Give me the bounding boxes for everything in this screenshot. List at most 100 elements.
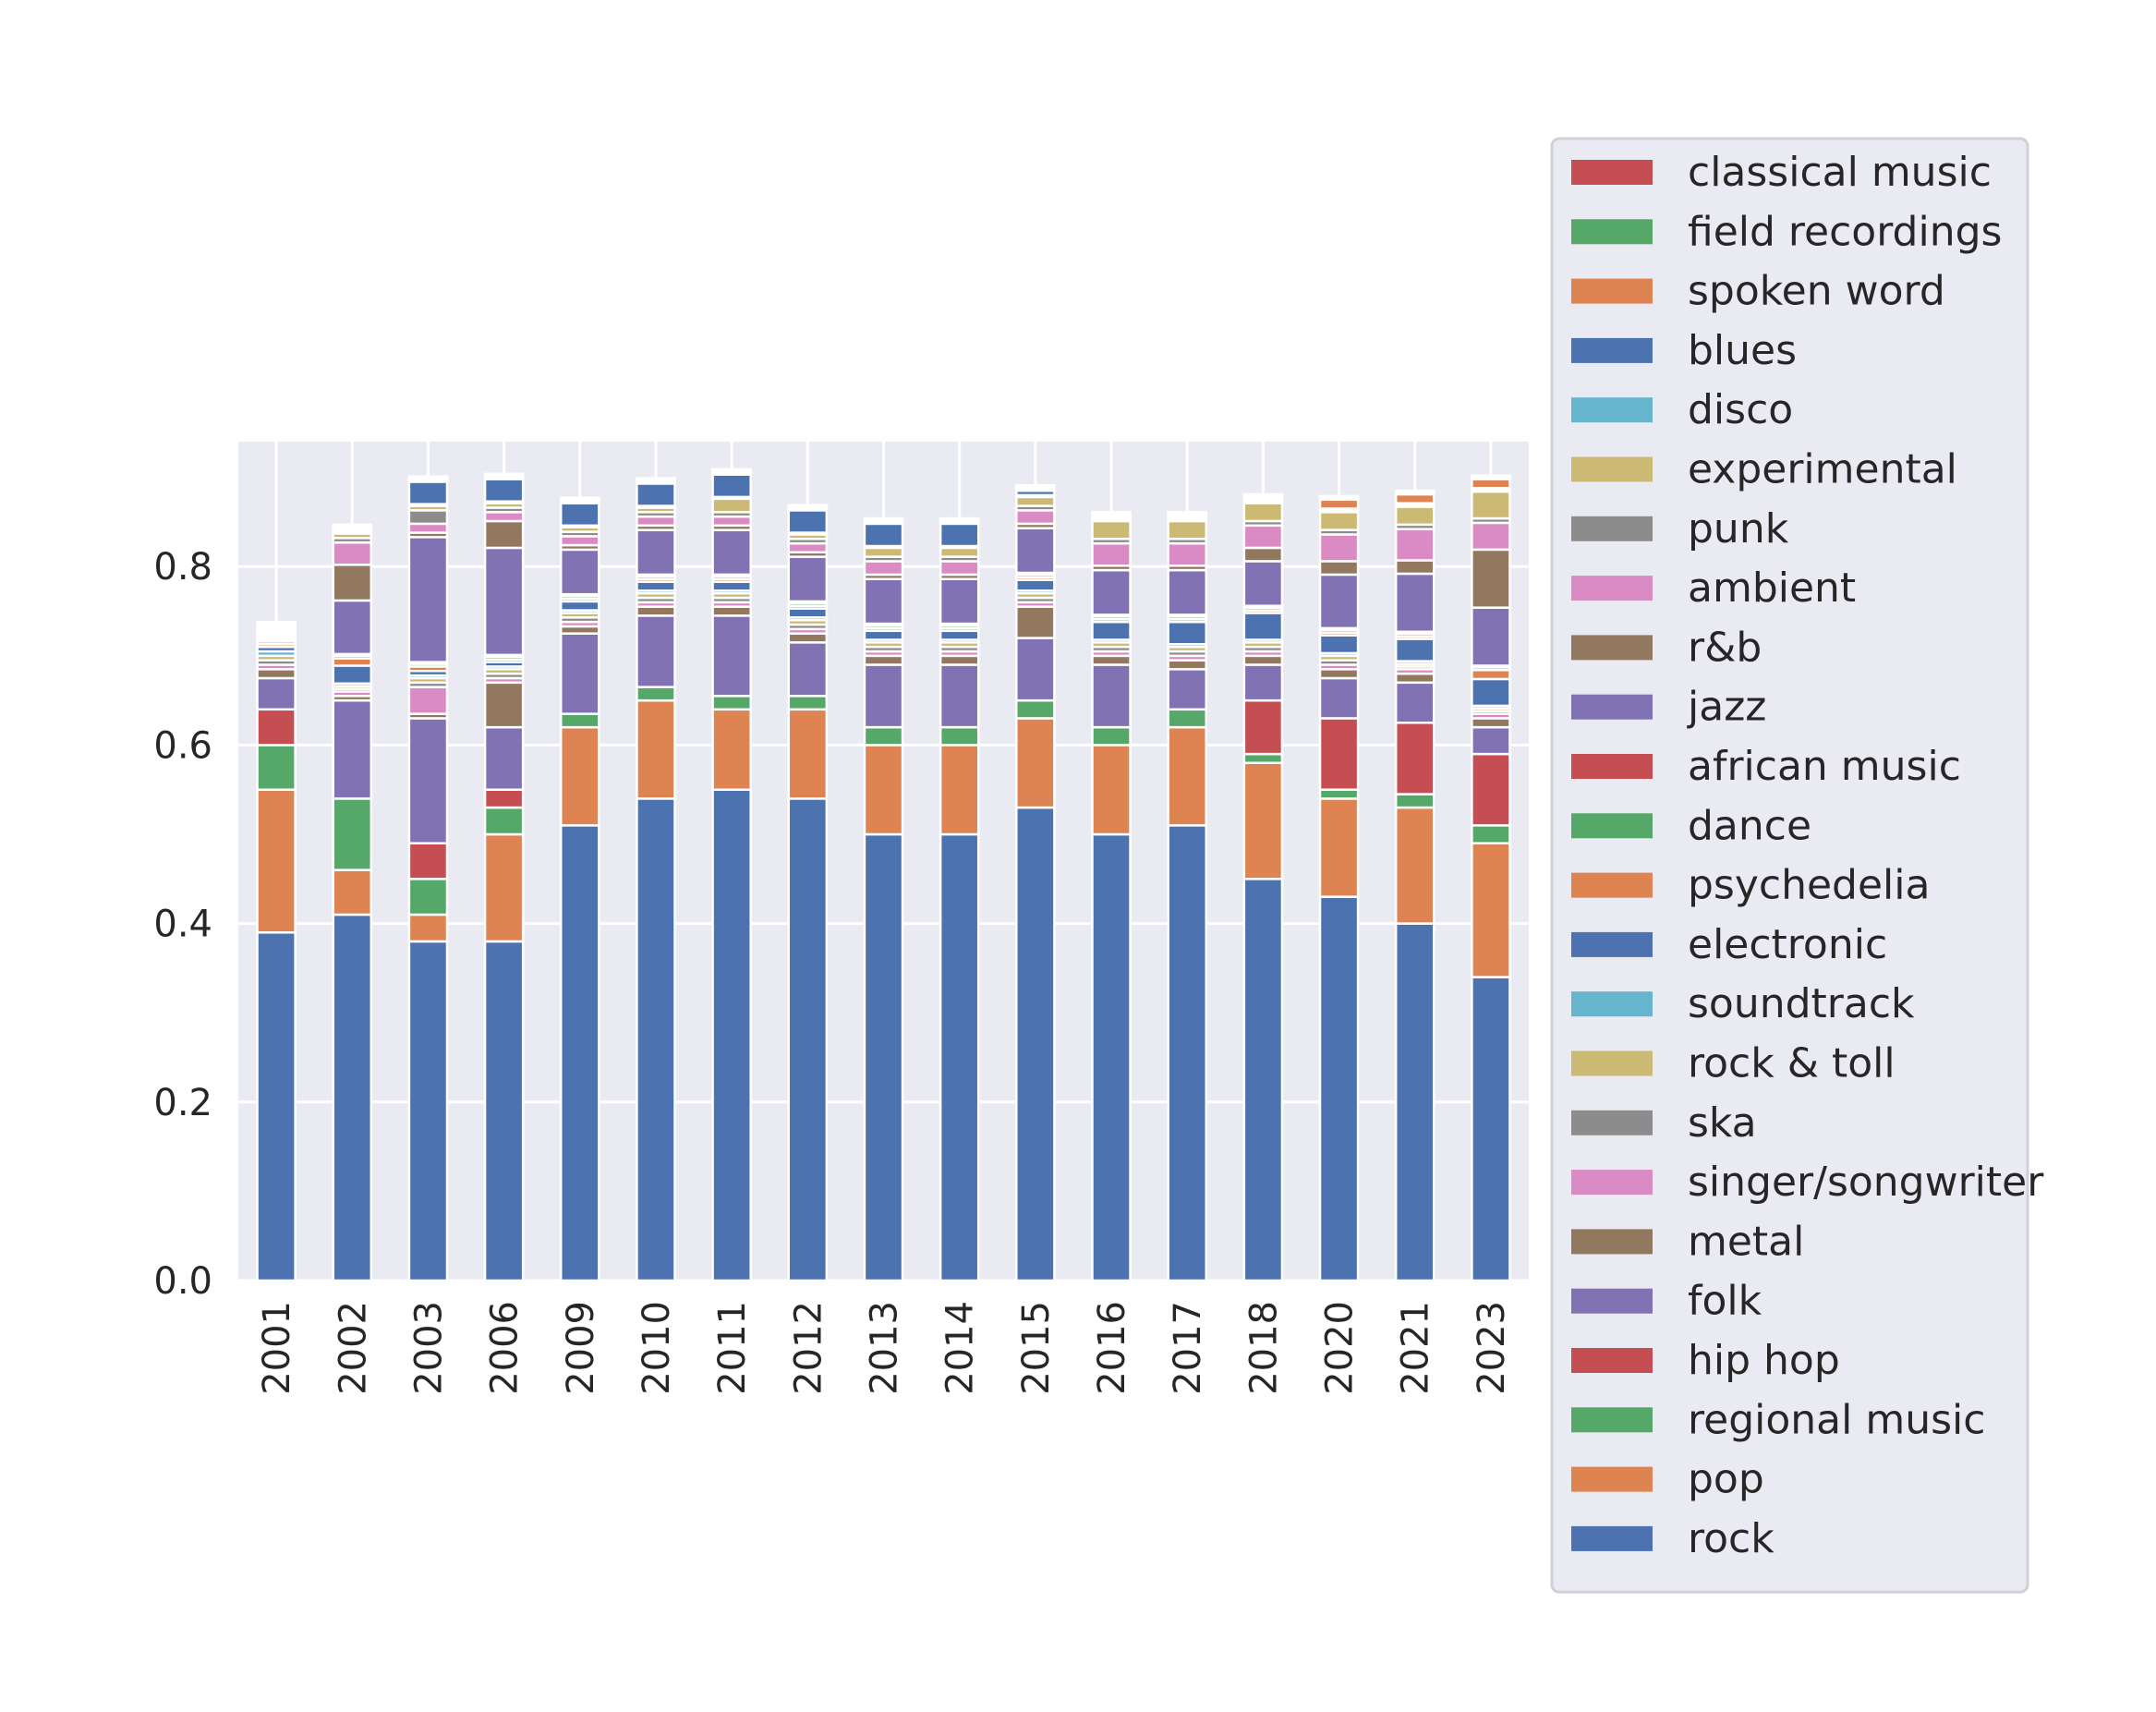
bar-segment [636,797,676,1282]
x-tick-label: 2002 [332,1301,374,1395]
bar-segment [1091,541,1132,567]
legend-swatch [1571,516,1653,541]
bar-segment [483,472,525,477]
bar-segment [1318,560,1360,577]
x-tick-label: 2020 [1319,1301,1362,1395]
bar-segment [560,496,600,502]
bar-segment [939,629,980,641]
legend-swatch [1571,219,1653,245]
legend-label: jazz [1687,684,1766,731]
bar-segment [863,744,904,836]
legend-label: ambient [1688,565,1856,612]
bar-segment [1091,663,1132,729]
bar-segment [407,842,449,880]
bar-segment [407,878,449,917]
bar-segment [1471,548,1511,609]
bar-segment [483,806,525,836]
bar-segment [1394,492,1435,504]
legend-swatch [1571,1229,1653,1255]
y-tick-label: 0.8 [153,546,212,589]
bar-segment [939,546,980,558]
bar-segment [787,797,829,1282]
bar-segment [560,548,600,596]
bar-segment [863,629,904,641]
bar-segment [787,632,829,644]
bar-segment [863,516,904,522]
bar-segment [1091,511,1132,516]
legend-label: ska [1688,1099,1757,1147]
legend-label: african music [1688,743,1961,790]
bar-segment [256,744,297,791]
bar-segment [1394,572,1435,633]
legend-swatch [1571,1050,1653,1076]
bar-segment [711,614,752,698]
legend-label: dance [1688,802,1811,849]
bar-segment [787,555,829,603]
legend-swatch [1571,813,1653,839]
bar-segment [1167,568,1207,616]
bar-segment [332,664,373,686]
bar-segment [1167,620,1207,646]
bar-segment [1015,484,1056,489]
bar-segment [863,577,904,625]
bar-segment [711,605,752,617]
bar-segment [1394,722,1435,795]
bar-segment [1091,620,1132,641]
legend-label: disco [1688,386,1793,433]
x-tick-label: 2010 [636,1301,678,1395]
bar-segment [636,515,676,528]
legend-label: experimental [1688,446,1957,493]
x-tick-label: 2023 [1471,1301,1513,1395]
bar-segment [407,480,449,505]
x-tick-label: 2013 [864,1301,906,1395]
y-tick-label: 0.4 [153,904,212,946]
bar-segment [1242,761,1284,880]
x-tick-label: 2009 [560,1301,602,1395]
bar-segment [483,681,525,729]
bar-segment [1015,717,1056,809]
bar-segment [560,725,600,827]
bar-segment [332,797,373,871]
legend-swatch [1571,754,1653,779]
bar-segment [711,708,752,791]
legend-label: spoken word [1688,268,1945,315]
bar-segment [863,522,904,548]
bar-segment [1471,521,1511,552]
bar-segment [1318,797,1360,898]
bar-segment [711,467,752,473]
bar-segment [1471,824,1511,844]
bar-segment [939,744,980,836]
bar-segment [560,535,600,547]
bar-segment [939,832,980,1282]
bar-segment [1242,560,1284,607]
y-tick-label: 0.2 [153,1082,212,1124]
legend-label: singer/songwriter [1688,1159,2044,1206]
bar-segment [1167,668,1207,711]
bar-segment [636,580,676,592]
bar-segment [256,676,297,711]
bar-segment [483,725,525,791]
bar-segment [407,522,449,534]
bar-segment [256,668,297,680]
bar-segment [711,497,752,514]
x-tick-label: 2018 [1242,1301,1285,1395]
legend-label: punk [1688,505,1789,552]
bar-segment [1091,568,1132,616]
bar-segment [1318,494,1360,500]
bar-segment [1242,878,1284,1282]
bar-segment [1471,752,1511,827]
bar-segment [1394,793,1435,809]
bar-segment [407,536,449,663]
bar-segment [636,528,676,577]
x-tick-label: 2021 [1395,1301,1437,1395]
legend-box [1550,137,2029,1594]
bar-segment [636,686,676,702]
x-tick-label: 2016 [1091,1301,1133,1395]
bar-segment [1318,895,1360,1282]
x-tick-label: 2014 [939,1301,982,1395]
legend-swatch [1571,160,1653,185]
legend-label: blues [1688,327,1797,374]
bar-segment [1091,832,1132,1282]
bar-segment [1318,668,1360,680]
